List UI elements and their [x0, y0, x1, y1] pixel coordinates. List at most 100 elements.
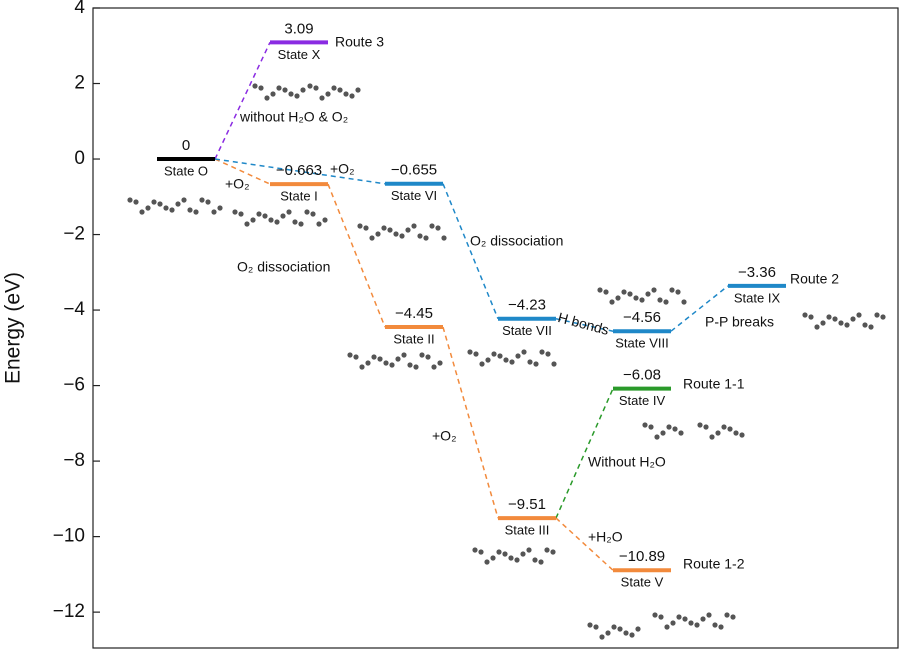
- value-label: −4.45: [395, 305, 433, 322]
- atom: [651, 287, 657, 293]
- atom: [733, 430, 739, 436]
- atom: [868, 324, 874, 330]
- atom: [648, 424, 654, 430]
- atom: [381, 225, 387, 231]
- molecule: [587, 622, 641, 640]
- atom: [232, 209, 238, 215]
- atom: [472, 547, 478, 553]
- atom: [429, 223, 435, 229]
- atom: [603, 289, 609, 295]
- atom: [621, 289, 627, 295]
- atom: [325, 91, 331, 97]
- y-tick-label: −4: [63, 299, 85, 320]
- atom: [276, 85, 282, 91]
- atom: [639, 297, 645, 303]
- atom: [258, 85, 264, 91]
- atom: [425, 354, 431, 360]
- atom: [347, 352, 353, 358]
- molecule: [467, 349, 557, 367]
- atom: [808, 314, 814, 320]
- connector: [214, 42, 271, 160]
- atom: [627, 291, 633, 297]
- value-label: −0.663: [276, 162, 322, 179]
- atom: [304, 209, 310, 215]
- atom: [675, 289, 681, 295]
- atom: [310, 211, 316, 217]
- atom: [199, 197, 205, 203]
- annotation: +O₂: [432, 428, 457, 444]
- atom: [615, 295, 621, 301]
- annotation: O₂ dissociation: [470, 233, 563, 249]
- atom: [712, 622, 718, 628]
- atom: [545, 351, 551, 357]
- atom: [252, 83, 258, 89]
- atom: [274, 219, 280, 225]
- atom: [706, 612, 712, 618]
- atom: [550, 549, 556, 555]
- molecule: [697, 422, 745, 440]
- atom: [343, 91, 349, 97]
- atom: [657, 297, 663, 303]
- atom: [467, 349, 473, 355]
- atom: [514, 557, 520, 563]
- atom: [399, 233, 405, 239]
- annotation: without H₂O & O₂: [239, 109, 348, 125]
- connector: [670, 285, 729, 332]
- atom: [300, 87, 306, 93]
- value-label: −3.36: [738, 264, 776, 281]
- atom: [739, 432, 745, 438]
- atom: [437, 360, 443, 366]
- connector: [214, 158, 271, 185]
- atom: [411, 223, 417, 229]
- atom: [393, 231, 399, 237]
- state-label: State VI: [391, 188, 437, 203]
- state-label: State IX: [734, 290, 781, 305]
- annotation: +O₂: [225, 176, 250, 192]
- atom: [264, 95, 270, 101]
- connector: [555, 388, 614, 519]
- atom: [307, 83, 313, 89]
- annotation: Route 2: [790, 271, 839, 287]
- atom: [503, 357, 509, 363]
- state-label: State I: [280, 189, 318, 204]
- atom: [880, 314, 886, 320]
- atom: [672, 426, 678, 432]
- atom: [832, 316, 838, 322]
- atom: [484, 559, 490, 565]
- atom: [377, 356, 383, 362]
- atom: [521, 349, 527, 355]
- annotation: Without H₂O: [588, 454, 666, 470]
- value-label: −4.23: [508, 297, 546, 314]
- atom: [369, 235, 375, 241]
- atom: [288, 91, 294, 97]
- atom: [844, 322, 850, 328]
- atom: [262, 213, 268, 219]
- y-tick-label: −8: [63, 450, 85, 471]
- atom: [862, 322, 868, 328]
- state-label: State III: [505, 523, 550, 538]
- molecule: [472, 547, 556, 565]
- atom: [250, 217, 256, 223]
- state-label: State X: [278, 47, 321, 62]
- atom: [256, 211, 262, 217]
- y-tick-label: 2: [74, 73, 85, 94]
- connector: [327, 183, 386, 328]
- molecule: [642, 422, 684, 440]
- atom: [407, 362, 413, 368]
- atom: [538, 559, 544, 565]
- atom: [337, 87, 343, 93]
- atom: [280, 213, 286, 219]
- connector: [555, 517, 614, 571]
- atom: [599, 634, 605, 640]
- atom: [676, 614, 682, 620]
- atom: [365, 360, 371, 366]
- atom: [349, 93, 355, 99]
- atom: [527, 359, 533, 365]
- atom: [838, 320, 844, 326]
- value-label: −4.56: [623, 309, 661, 326]
- atom: [193, 209, 199, 215]
- atom: [874, 312, 880, 318]
- atom: [294, 93, 300, 99]
- atom: [395, 356, 401, 362]
